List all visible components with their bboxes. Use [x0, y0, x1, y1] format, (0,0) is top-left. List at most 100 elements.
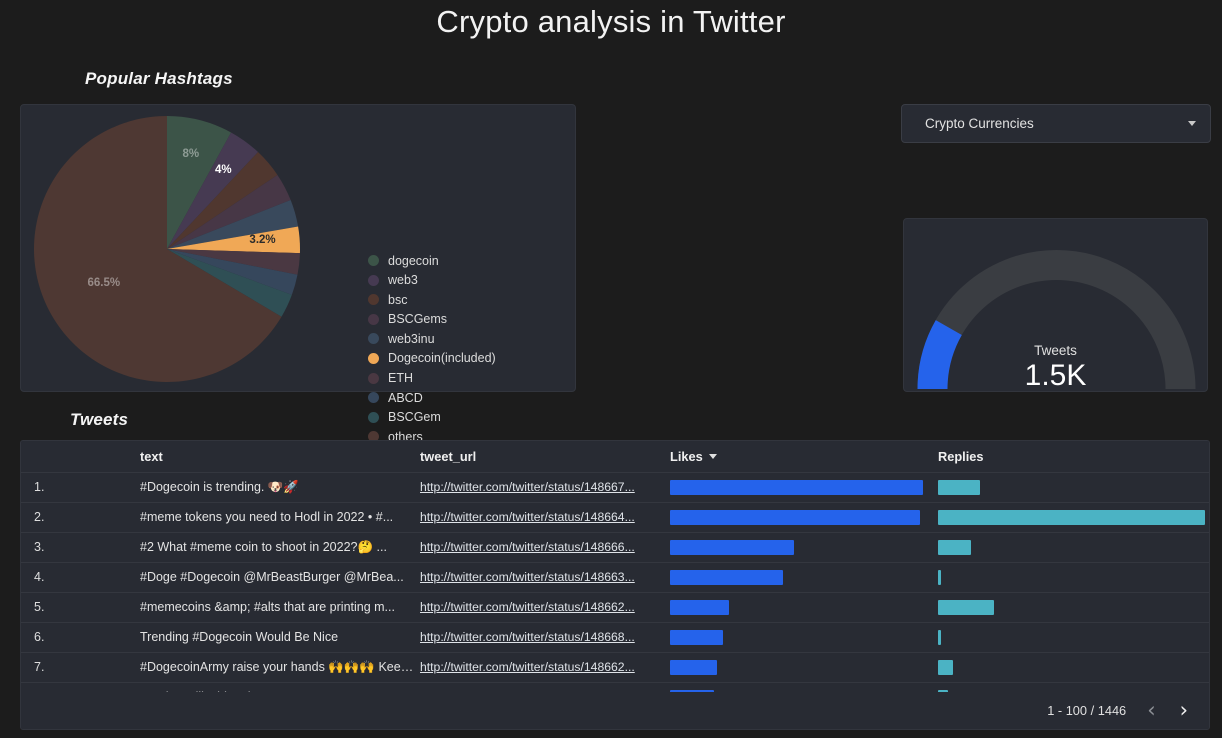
tweet-url-link[interactable]: http://twitter.com/twitter/status/148663… — [420, 570, 635, 585]
pie-slice-web3inu[interactable] — [167, 200, 299, 249]
column-label-tweet-url: tweet_url — [420, 448, 477, 464]
legend-color-swatch — [368, 411, 379, 423]
column-header-tweet-url[interactable]: tweet_url — [416, 441, 666, 472]
tweets-gauge-panel: Tweets 1.5K — [903, 218, 1208, 392]
tweet-url-link[interactable]: http://twitter.com/twitter/status/148664… — [420, 510, 635, 525]
legend-color-swatch — [368, 333, 379, 345]
tweet-text: #DogecoinArmy raise your hands 🙌🙌🙌 Keep.… — [140, 659, 416, 674]
replies-cell — [934, 532, 1209, 562]
tweet-url-cell: http://twitter.com/twitter/status/148667… — [416, 472, 666, 502]
replies-cell — [934, 472, 1209, 502]
pie-slice-web3[interactable] — [167, 132, 259, 249]
replies-bar — [938, 539, 971, 555]
likes-cell — [666, 532, 934, 562]
hashtags-pie-chart — [33, 116, 300, 383]
pie-legend: dogecoin web3 bsc BSCGems web3inu Dogecoin(in… — [368, 253, 496, 444]
tweet-text: #Doge #Dogecoin @MrBeastBurger @MrBea... — [140, 570, 404, 584]
popular-hashtags-heading: Popular Hashtags — [85, 69, 233, 88]
tweets-table: text tweet_url Likes Replies 1. #Dogecoin… — [21, 441, 1209, 712]
legend-color-swatch — [368, 274, 379, 286]
likes-cell — [666, 472, 934, 502]
column-label-text: text — [140, 448, 163, 464]
likes-bar — [670, 629, 723, 645]
table-row[interactable]: 6. Trending #Dogecoin Would Be Nice http:/… — [21, 622, 1209, 652]
replies-bar — [938, 599, 994, 615]
replies-bar — [938, 659, 953, 675]
tweet-text: #memecoins &amp; #alts that are printing… — [140, 600, 395, 614]
chevron-right-icon[interactable]: › — [1179, 698, 1188, 722]
chevron-left-icon[interactable]: ‹ — [1147, 698, 1156, 722]
tweet-url-link[interactable]: http://twitter.com/twitter/status/148662… — [420, 660, 635, 675]
table-row[interactable]: 1. #Dogecoin is trending. 🐶🚀 http://twitte… — [21, 472, 1209, 502]
likes-bar — [670, 599, 729, 615]
table-row[interactable]: 7. #DogecoinArmy raise your hands 🙌🙌🙌 Kee… — [21, 652, 1209, 682]
gauge-value: 1.5K — [1024, 359, 1087, 392]
pie-slice-bscgems[interactable] — [167, 174, 291, 249]
legend-item-web3[interactable]: web3 — [368, 273, 496, 288]
tweets-heading: Tweets — [70, 410, 129, 429]
pie-slice-bscgem[interactable] — [167, 249, 292, 317]
pie-slice-bsc[interactable] — [167, 152, 278, 249]
column-header-text[interactable]: text — [136, 441, 416, 472]
likes-bar — [670, 539, 794, 555]
tweet-url-link[interactable]: http://twitter.com/twitter/status/148666… — [420, 540, 635, 555]
column-header-replies[interactable]: Replies — [934, 441, 1209, 472]
table-row[interactable]: 3. #2 What #meme coin to shoot in 2022?🤔 … — [21, 532, 1209, 562]
legend-label: bsc — [388, 292, 408, 307]
row-index: 1. — [34, 480, 45, 494]
tweets-gauge — [917, 250, 1196, 390]
legend-color-swatch — [368, 431, 379, 443]
legend-item-bscgem[interactable]: BSCGem — [368, 410, 496, 425]
likes-cell — [666, 502, 934, 532]
tweet-text: #Dogecoin is trending. 🐶🚀 — [140, 479, 299, 494]
pie-slice-eth[interactable] — [167, 249, 300, 275]
pie-slice-others[interactable] — [33, 116, 282, 383]
legend-item-bscgems[interactable]: BSCGems — [368, 312, 496, 327]
replies-bar — [938, 569, 941, 585]
pie-slice-dogecoin[interactable] — [167, 116, 232, 249]
legend-label: ABCD — [388, 390, 423, 405]
legend-item-dogecoin-included-[interactable]: Dogecoin(included) — [368, 351, 496, 366]
replies-cell — [934, 652, 1209, 682]
legend-item-bsc[interactable]: bsc — [368, 292, 496, 307]
likes-bar — [670, 509, 920, 525]
likes-cell — [666, 652, 934, 682]
likes-cell — [666, 622, 934, 652]
replies-cell — [934, 562, 1209, 592]
legend-color-swatch — [368, 372, 379, 384]
column-label-replies: Replies — [938, 448, 984, 464]
sort-descending-icon — [708, 453, 717, 459]
legend-label: BSCGem — [388, 410, 441, 425]
tweet-url-link[interactable]: http://twitter.com/twitter/status/148667… — [420, 480, 635, 495]
legend-label: web3 — [388, 273, 418, 288]
column-header-likes[interactable]: Likes — [666, 441, 934, 472]
column-label-likes: Likes — [670, 448, 703, 464]
tweet-url-link[interactable]: http://twitter.com/twitter/status/148668… — [420, 630, 635, 645]
legend-label: BSCGems — [388, 312, 448, 327]
row-index: 7. — [34, 660, 45, 674]
tweet-text: #2 What #meme coin to shoot in 2022?🤔 ..… — [140, 539, 387, 554]
tweet-url-link[interactable]: http://twitter.com/twitter/status/148662… — [420, 600, 635, 615]
row-index: 5. — [34, 600, 45, 614]
table-row[interactable]: 4. #Doge #Dogecoin @MrBeastBurger @MrBea.… — [21, 562, 1209, 592]
legend-item-dogecoin[interactable]: dogecoin — [368, 253, 496, 268]
table-row[interactable]: 2. #meme tokens you need to Hodl in 2022 … — [21, 502, 1209, 532]
legend-label: dogecoin — [388, 253, 439, 268]
table-row[interactable]: 5. #memecoins &amp; #alts that are printi… — [21, 592, 1209, 622]
legend-item-eth[interactable]: ETH — [368, 371, 496, 386]
pie-slice-abcd[interactable] — [167, 249, 298, 295]
tweet-url-cell: http://twitter.com/twitter/status/148662… — [416, 592, 666, 622]
legend-color-swatch — [368, 392, 379, 404]
likes-bar — [670, 479, 923, 495]
page-range-label: 1 - 100 / 1446 — [1047, 703, 1127, 718]
crypto-currencies-dropdown[interactable]: Crypto Currencies — [901, 104, 1211, 143]
table-header-row: text tweet_url Likes Replies — [21, 441, 1209, 472]
page-title: Crypto analysis in Twitter — [436, 4, 786, 39]
likes-cell — [666, 562, 934, 592]
gauge-fill-arc — [917, 320, 963, 390]
pie-slice-dogecoin-included-[interactable] — [167, 226, 300, 254]
tweet-url-cell: http://twitter.com/twitter/status/148662… — [416, 652, 666, 682]
legend-item-abcd[interactable]: ABCD — [368, 390, 496, 405]
tweet-url-cell: http://twitter.com/twitter/status/148668… — [416, 622, 666, 652]
legend-item-web3inu[interactable]: web3inu — [368, 331, 496, 346]
